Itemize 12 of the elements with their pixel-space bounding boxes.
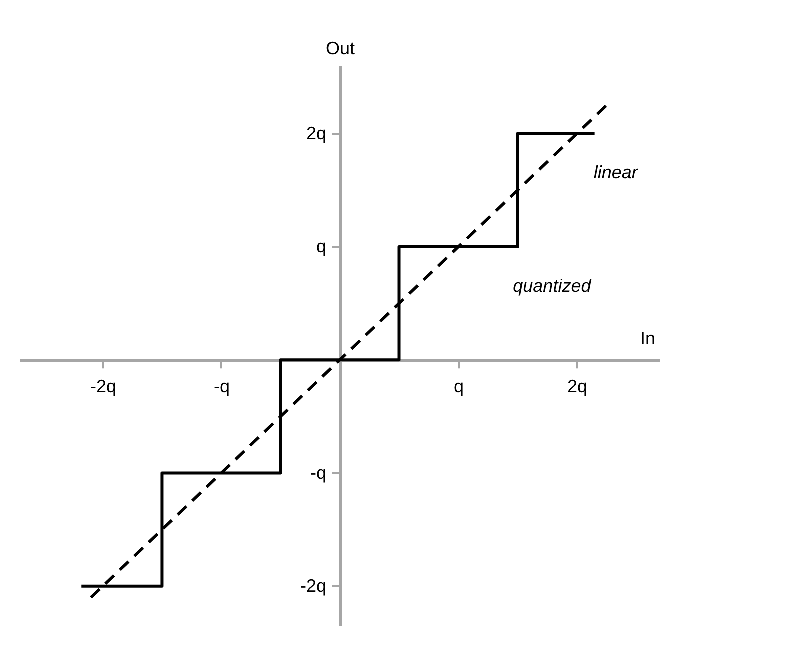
y-axis-title: Out xyxy=(326,38,356,58)
x-tick-label: -2q xyxy=(90,376,116,397)
y-tick-label: -2q xyxy=(300,576,326,596)
x-tick-label: q xyxy=(454,376,464,397)
y-tick-label: -q xyxy=(310,462,326,483)
x-tick-label: 2q xyxy=(568,376,588,397)
x-tick-label: -q xyxy=(214,376,230,397)
annotation: linear xyxy=(594,162,639,183)
y-tick-label: q xyxy=(316,236,326,257)
x-axis-title: In xyxy=(640,328,656,349)
y-tick-label: 2q xyxy=(306,123,326,144)
annotation: quantized xyxy=(513,276,592,296)
